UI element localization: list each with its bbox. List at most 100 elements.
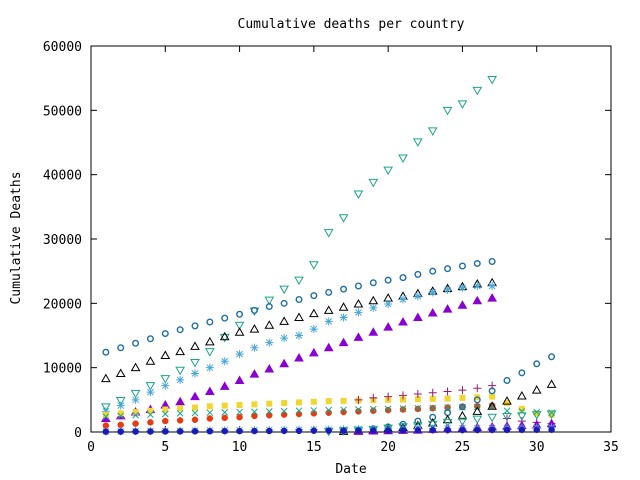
data-point — [531, 411, 542, 420]
data-point — [132, 409, 139, 416]
data-point — [354, 395, 363, 404]
data-point — [132, 411, 139, 419]
data-point — [400, 396, 406, 403]
data-point — [458, 386, 467, 395]
y-tick-label: 10000 — [43, 362, 82, 377]
data-point — [279, 285, 290, 295]
data-point — [457, 410, 468, 420]
data-point — [368, 178, 379, 188]
data-point — [325, 427, 332, 434]
x-tick-label: 35 — [603, 440, 619, 455]
data-point — [219, 333, 230, 343]
data-point — [115, 368, 126, 377]
data-point — [294, 276, 304, 286]
data-point — [190, 341, 200, 350]
data-point — [191, 416, 199, 424]
data-point — [444, 395, 451, 402]
data-point — [308, 347, 319, 357]
data-point — [176, 417, 184, 424]
data-point — [414, 396, 421, 403]
data-point — [457, 417, 468, 427]
data-point — [503, 377, 511, 385]
data-point — [250, 343, 259, 352]
data-point — [369, 303, 378, 312]
chart-title: Cumulative deaths per country — [238, 17, 465, 32]
data-point — [192, 404, 198, 411]
data-point — [176, 409, 184, 417]
data-point — [338, 214, 349, 223]
data-point — [429, 404, 437, 412]
data-point — [251, 401, 258, 408]
data-point — [132, 339, 140, 347]
data-point — [355, 427, 362, 434]
data-point — [340, 408, 347, 416]
data-point — [353, 190, 364, 199]
data-point — [281, 400, 288, 407]
data-point — [206, 318, 214, 326]
data-point — [546, 410, 557, 419]
data-point — [340, 285, 348, 293]
data-point — [146, 388, 155, 397]
data-point — [191, 409, 199, 417]
data-point — [533, 426, 540, 434]
data-point — [191, 369, 199, 378]
data-point — [338, 302, 349, 311]
data-point — [472, 406, 483, 415]
data-point — [294, 312, 304, 321]
data-point — [265, 408, 273, 415]
data-point — [177, 405, 184, 412]
data-point — [548, 426, 555, 433]
data-marks — [100, 75, 557, 437]
data-point — [204, 348, 215, 357]
data-point — [221, 414, 228, 422]
data-point — [429, 413, 437, 421]
data-point — [190, 359, 200, 368]
data-point — [309, 325, 318, 334]
data-point — [384, 405, 392, 413]
data-point — [488, 281, 497, 290]
data-point — [175, 366, 186, 376]
data-point — [220, 357, 229, 366]
data-point — [473, 396, 481, 404]
data-point — [251, 412, 258, 420]
x-tick-label: 30 — [529, 440, 545, 455]
data-point — [474, 426, 481, 434]
data-point — [370, 407, 377, 415]
x-tick-label: 25 — [455, 440, 471, 455]
data-point — [205, 363, 214, 372]
data-point — [473, 281, 482, 290]
data-point — [250, 306, 258, 314]
data-point — [204, 336, 215, 346]
data-point — [102, 413, 110, 420]
data-point — [102, 428, 110, 435]
data-point — [249, 369, 260, 378]
data-point — [442, 418, 453, 428]
data-point — [251, 408, 258, 416]
data-point — [458, 403, 466, 411]
data-point — [266, 427, 273, 435]
data-point — [191, 322, 199, 330]
data-point — [280, 299, 288, 307]
data-point — [175, 346, 186, 356]
data-point — [161, 330, 169, 338]
data-point — [206, 427, 214, 435]
data-point — [442, 304, 453, 313]
data-point — [219, 331, 230, 341]
data-point — [399, 274, 407, 282]
data-point — [117, 410, 124, 417]
data-point — [488, 426, 496, 434]
data-point — [548, 353, 556, 361]
data-point — [473, 384, 482, 393]
data-point — [236, 310, 244, 318]
data-point — [413, 292, 422, 301]
data-point — [414, 427, 422, 434]
data-point — [323, 342, 334, 352]
data-point — [162, 417, 169, 425]
data-point — [414, 404, 422, 412]
data-point — [487, 293, 498, 302]
data-point — [308, 261, 319, 270]
data-point — [383, 322, 394, 331]
data-point — [384, 392, 393, 401]
data-point — [206, 415, 214, 422]
data-point — [444, 265, 452, 273]
